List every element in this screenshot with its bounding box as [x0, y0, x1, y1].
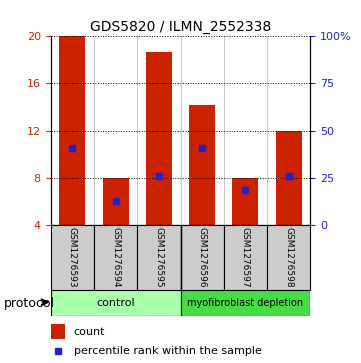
- FancyBboxPatch shape: [224, 225, 267, 290]
- Title: GDS5820 / ILMN_2552338: GDS5820 / ILMN_2552338: [90, 20, 271, 34]
- FancyBboxPatch shape: [137, 225, 180, 290]
- Bar: [59, 36, 85, 225]
- Text: GSM1276598: GSM1276598: [284, 227, 293, 288]
- FancyBboxPatch shape: [94, 225, 137, 290]
- FancyBboxPatch shape: [180, 290, 310, 316]
- Bar: [51, 324, 65, 339]
- Text: count: count: [74, 327, 105, 337]
- Bar: [232, 178, 258, 225]
- Text: GSM1276596: GSM1276596: [198, 227, 206, 288]
- Bar: [146, 52, 172, 225]
- Text: GSM1276593: GSM1276593: [68, 227, 77, 288]
- Text: percentile rank within the sample: percentile rank within the sample: [74, 346, 261, 356]
- Bar: [276, 131, 302, 225]
- Bar: [103, 178, 129, 225]
- FancyBboxPatch shape: [180, 225, 224, 290]
- Text: GSM1276597: GSM1276597: [241, 227, 250, 288]
- FancyBboxPatch shape: [51, 290, 180, 316]
- Text: GSM1276594: GSM1276594: [111, 228, 120, 288]
- Text: protocol: protocol: [4, 297, 55, 310]
- Text: myofibroblast depletion: myofibroblast depletion: [187, 298, 304, 308]
- Text: GSM1276595: GSM1276595: [155, 227, 163, 288]
- Text: control: control: [96, 298, 135, 308]
- FancyBboxPatch shape: [267, 225, 310, 290]
- FancyBboxPatch shape: [51, 225, 94, 290]
- Bar: [189, 105, 215, 225]
